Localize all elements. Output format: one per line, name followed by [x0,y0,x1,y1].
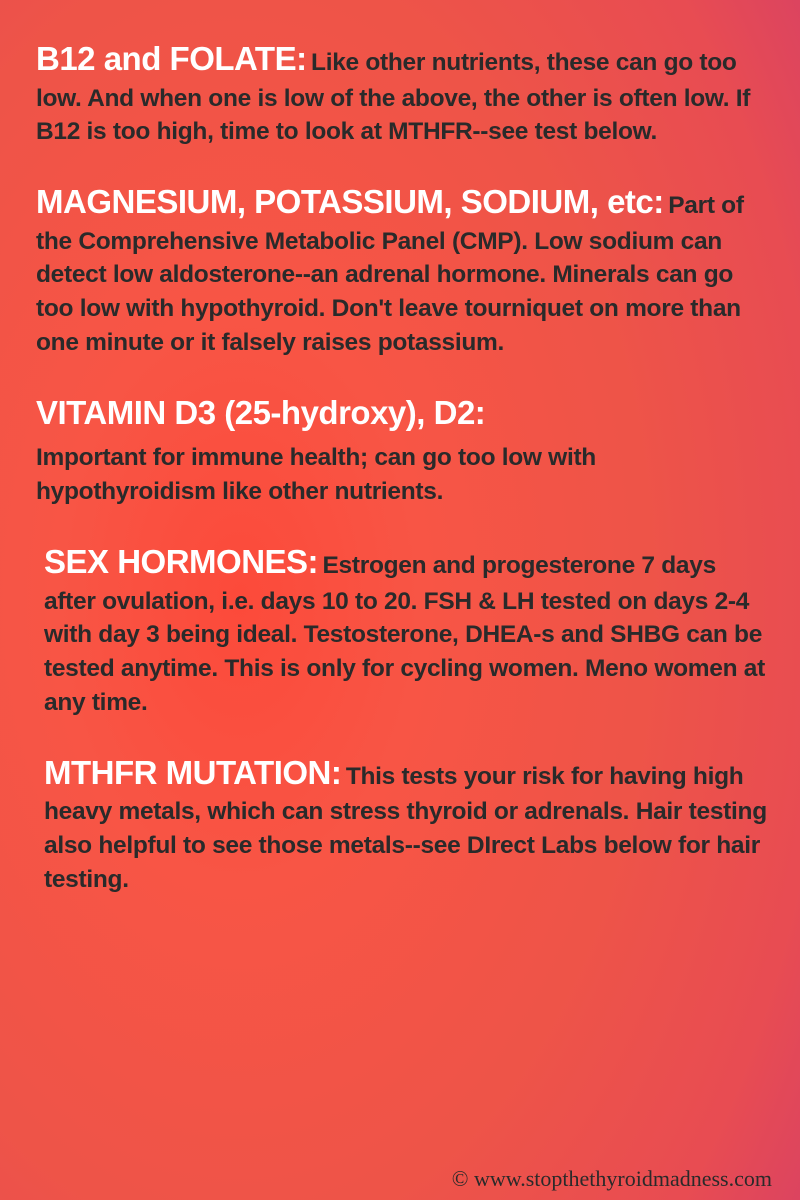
heading-sex-hormones: SEX HORMONES: [44,543,318,580]
heading-vitamin-d: VITAMIN D3 (25-hydroxy), D2: [36,394,485,431]
body-vitamin-d: Important for immune health; can go too … [36,441,768,509]
section-vitamin-d: VITAMIN D3 (25-hydroxy), D2: Important f… [36,390,768,509]
section-mthfr: MTHFR MUTATION: This tests your risk for… [36,750,768,897]
heading-b12-folate: B12 and FOLATE: [36,40,307,77]
section-sex-hormones: SEX HORMONES: Estrogen and progesterone … [36,539,768,720]
copyright-text: © www.stopthethyroidmadness.com [452,1166,772,1192]
content-container: B12 and FOLATE: Like other nutrients, th… [0,0,800,897]
heading-magnesium: MAGNESIUM, POTASSIUM, SODIUM, etc: [36,183,664,220]
section-magnesium: MAGNESIUM, POTASSIUM, SODIUM, etc: Part … [36,179,768,360]
section-b12-folate: B12 and FOLATE: Like other nutrients, th… [36,36,768,149]
heading-mthfr: MTHFR MUTATION: [44,754,341,791]
